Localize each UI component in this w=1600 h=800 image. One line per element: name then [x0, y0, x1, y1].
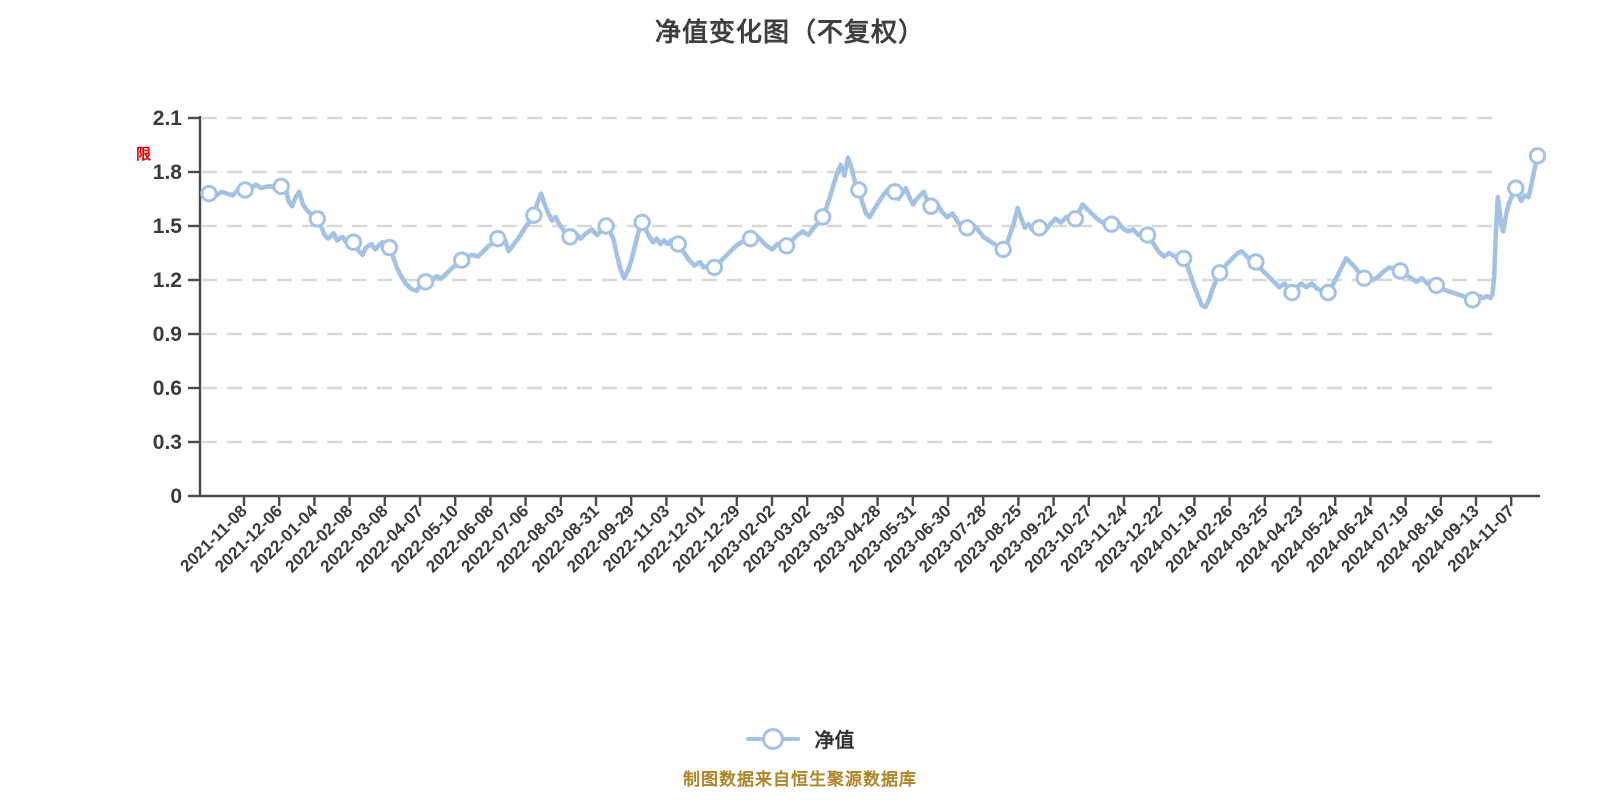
data-point-marker[interactable] [1247, 253, 1265, 271]
data-point-marker[interactable] [380, 238, 399, 257]
data-point-marker[interactable] [922, 197, 940, 215]
y-tick-label: 1.8 [153, 161, 183, 184]
legend-label: 净值 [814, 730, 855, 752]
data-point-markers [200, 147, 1547, 309]
data-point-marker[interactable] [1030, 219, 1049, 237]
data-point-marker[interactable] [1528, 147, 1547, 165]
y-tick-label: 0.3 [153, 431, 182, 454]
y-tick-label: 2.1 [153, 107, 183, 130]
chart-title: 净值变化图（不复权） [654, 17, 925, 47]
data-point-marker[interactable] [200, 184, 218, 203]
data-point-marker[interactable] [236, 181, 254, 199]
y-tick-label: 1.2 [153, 269, 182, 292]
data-point-marker[interactable] [453, 251, 471, 269]
data-point-marker[interactable] [777, 237, 796, 255]
data-point-marker[interactable] [958, 219, 976, 237]
data-point-marker[interactable] [1066, 210, 1085, 228]
data-point-marker[interactable] [1463, 291, 1482, 309]
data-point-marker[interactable] [308, 210, 326, 228]
data-point-marker[interactable] [994, 240, 1012, 259]
legend-item-netvalue[interactable]: 净值 [745, 724, 855, 753]
y-tick-label: 0.6 [153, 377, 182, 400]
data-point-marker[interactable] [344, 233, 363, 251]
data-point-marker[interactable] [1507, 179, 1525, 197]
data-point-marker[interactable] [1391, 262, 1410, 280]
data-point-marker[interactable] [633, 213, 651, 232]
netvalue-line [206, 153, 1540, 310]
data-source-note: 制图数据来自恒生聚源数据库 [683, 770, 917, 789]
data-point-marker[interactable] [1211, 264, 1229, 282]
data-point-marker[interactable] [1355, 269, 1373, 287]
y-axis: 0 0.3 0.6 0.9 1.2 1.5 1.8 2.1 [153, 107, 200, 508]
data-point-marker[interactable] [886, 183, 904, 201]
data-point-marker[interactable] [1319, 283, 1337, 302]
data-point-marker[interactable] [489, 229, 507, 248]
data-point-marker[interactable] [272, 177, 290, 196]
data-point-marker[interactable] [1175, 249, 1193, 268]
data-point-marker[interactable] [669, 235, 687, 253]
y-tick-label: 0 [170, 485, 182, 508]
data-point-marker[interactable] [561, 228, 579, 246]
data-point-marker[interactable] [1283, 283, 1301, 302]
data-point-marker[interactable] [1138, 226, 1157, 244]
data-point-marker[interactable] [741, 229, 760, 248]
data-point-marker[interactable] [1427, 276, 1446, 295]
legend: 净值 [0, 724, 1600, 753]
legend-dot-icon [761, 727, 784, 750]
data-point-marker[interactable] [525, 206, 543, 224]
data-point-marker[interactable] [1102, 215, 1121, 233]
grid-lines [202, 116, 1497, 444]
data-point-marker[interactable] [814, 208, 832, 226]
y-tick-label: 1.5 [153, 215, 183, 238]
data-point-marker[interactable] [416, 273, 435, 291]
x-axis: 2021-11-082021-12-062022-01-042022-02-08… [177, 496, 1518, 576]
data-point-marker[interactable] [705, 258, 724, 277]
data-point-marker[interactable] [597, 217, 615, 235]
y-tick-label: 0.9 [153, 323, 182, 346]
red-watermark-text: 限 [136, 146, 152, 163]
legend-line-marker-icon [745, 727, 800, 751]
data-point-marker[interactable] [850, 181, 868, 199]
